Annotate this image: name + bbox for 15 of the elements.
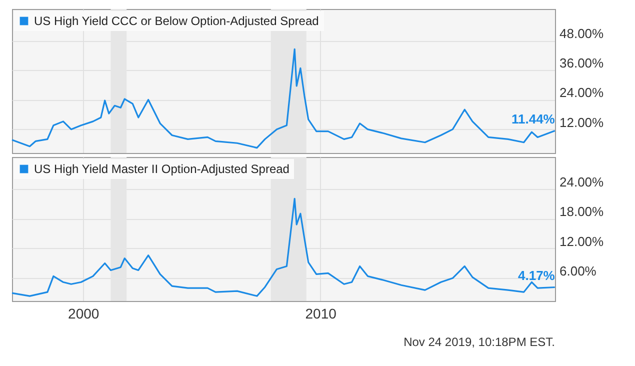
x-tick-label: 2010 (305, 306, 337, 322)
y-tick-label: 12.00% (560, 114, 604, 130)
text: Nov 24 2019, 10:18PM EST. (404, 335, 555, 349)
legend-label: US High Yield Master II Option-Adjusted Spread (34, 162, 290, 176)
annotation: 11.44% (511, 112, 556, 127)
y-tick-label: 24.00% (560, 174, 604, 190)
y-tick-label: 36.00% (560, 56, 604, 71)
annotation: 4.17% (518, 268, 556, 284)
y-tick-label: 12.00% (560, 234, 604, 249)
y-tick-label: 6.00% (560, 264, 597, 279)
y-tick-label: 48.00% (560, 26, 604, 42)
y-tick-label: 18.00% (560, 204, 604, 220)
legend-label: US High Yield CCC or Below Option-Adjusted Spread (34, 14, 319, 28)
x-tick-label: 2000 (68, 306, 100, 322)
y-tick-label: 24.00% (560, 85, 604, 100)
